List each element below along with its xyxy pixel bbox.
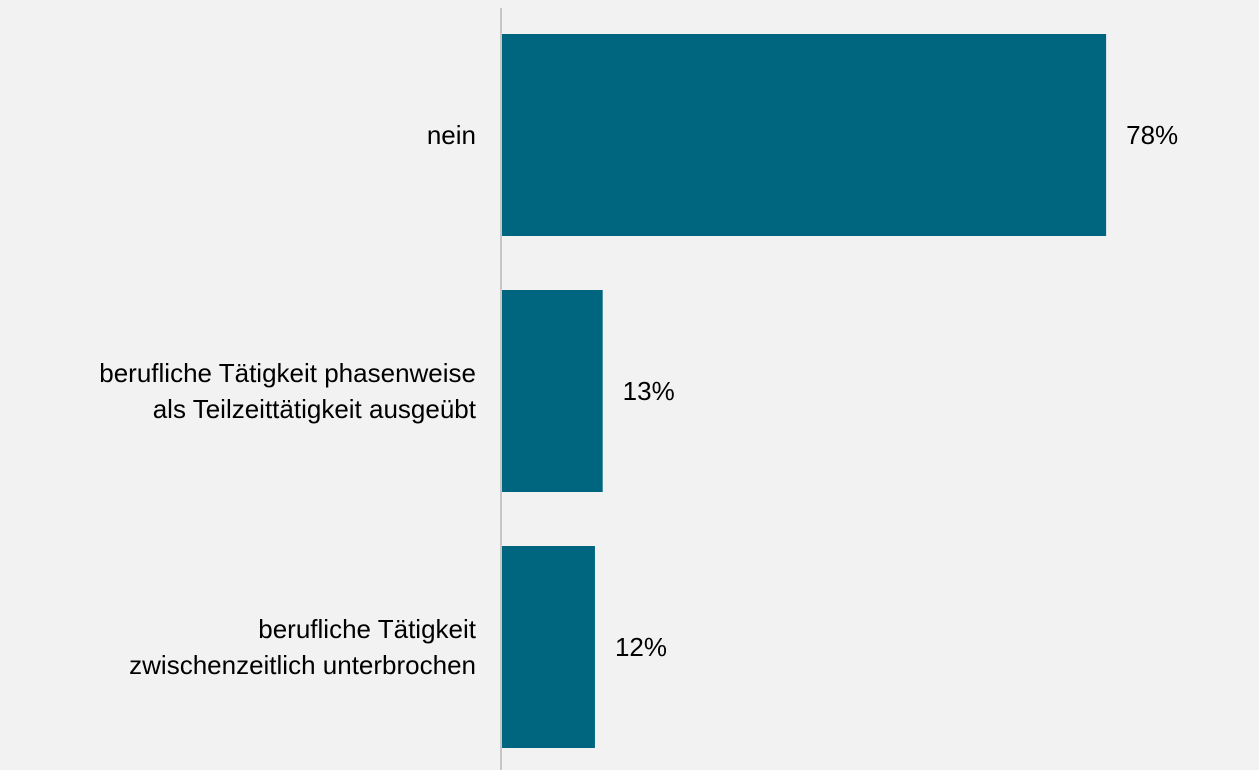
- value-label-0: 78%: [1126, 120, 1178, 150]
- category-label-line: zwischenzeitlich unterbrochen: [129, 650, 476, 680]
- category-label-0: nein: [427, 120, 476, 150]
- bar-0: [502, 34, 1107, 236]
- bar-1: [502, 290, 603, 492]
- category-label-line: berufliche Tätigkeit phasenweise: [99, 358, 476, 388]
- bar-2: [502, 546, 595, 748]
- value-label-1: 13%: [623, 376, 675, 406]
- value-label-2: 12%: [615, 632, 667, 662]
- category-label-line: nein: [427, 120, 476, 150]
- bars-group: [502, 34, 1107, 748]
- category-label-1: berufliche Tätigkeit phasenweise als Teil…: [99, 358, 477, 424]
- category-label-line: berufliche Tätigkeit: [258, 614, 477, 644]
- value-labels-group: 78% 13% 12%: [615, 120, 1178, 662]
- category-label-2: berufliche Tätigkeit zwischenzeitlich unt…: [129, 614, 477, 680]
- category-label-line: als Teilzeittätigkeit ausgeübt: [153, 394, 477, 424]
- category-labels-group: nein berufliche Tätigkeit phasenweise als …: [99, 120, 477, 680]
